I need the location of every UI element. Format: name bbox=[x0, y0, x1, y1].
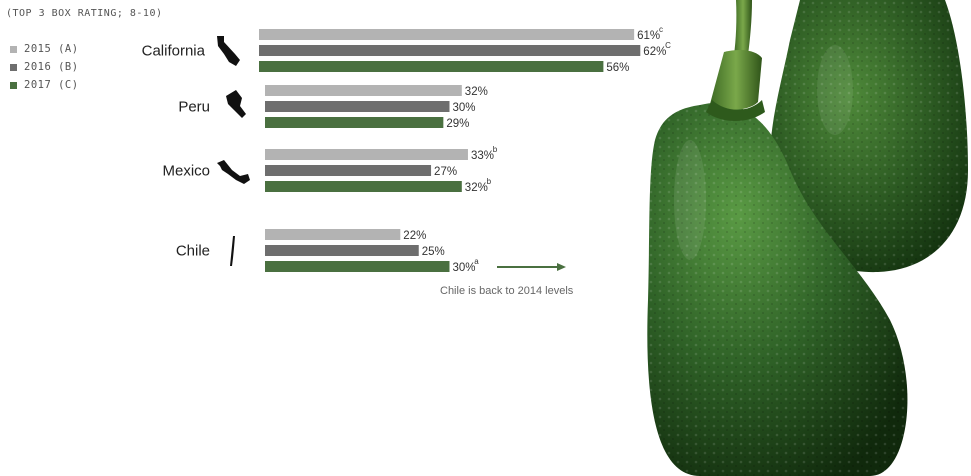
legend-item-2017: 2017 (C) bbox=[10, 76, 79, 94]
value-label-california-2016-b-: 62% bbox=[643, 46, 666, 58]
bar-california-2017-c- bbox=[259, 61, 604, 72]
legend-item-2016: 2016 (B) bbox=[10, 58, 79, 76]
bar-mexico-2017-c- bbox=[265, 181, 462, 192]
peru-map-icon bbox=[226, 90, 246, 118]
value-label-california-2015-a-: 61% bbox=[637, 30, 660, 42]
value-label-chile-2017-c-: 30% bbox=[453, 262, 476, 274]
value-label-chile-2015-a-: 22% bbox=[403, 230, 426, 242]
bar-chile-2017-c- bbox=[265, 261, 450, 272]
legend-label-2016: 2016 (B) bbox=[24, 61, 79, 73]
superscript-california-2015-a-: c bbox=[659, 25, 663, 34]
superscript-california-2016-b-: C bbox=[665, 41, 671, 50]
avocado-back bbox=[769, 0, 968, 273]
category-label-peru: Peru bbox=[178, 99, 210, 116]
chart-subtitle: (TOP 3 BOX RATING; 8-10) bbox=[6, 8, 163, 19]
legend-label-2015: 2015 (A) bbox=[24, 43, 79, 55]
value-label-chile-2016-b-: 25% bbox=[422, 246, 445, 258]
bar-mexico-2015-a- bbox=[265, 149, 468, 160]
bar-peru-2017-c- bbox=[265, 117, 444, 128]
bar-chile-2015-a- bbox=[265, 229, 401, 240]
annotation-text: Chile is back to 2014 levels bbox=[440, 285, 574, 297]
category-label-mexico: Mexico bbox=[162, 163, 210, 180]
value-label-peru-2015-a-: 32% bbox=[465, 86, 488, 98]
superscript-mexico-2017-c-: b bbox=[487, 177, 492, 186]
avocado-front bbox=[647, 0, 908, 476]
legend-label-2017: 2017 (C) bbox=[24, 79, 79, 91]
value-label-mexico-2016-b-: 27% bbox=[434, 166, 457, 178]
category-group-chile: Chile 22% 25% 30%a bbox=[176, 229, 479, 274]
bar-mexico-2016-b- bbox=[265, 165, 432, 176]
legend: 2015 (A) 2016 (B) 2017 (C) bbox=[10, 40, 79, 94]
legend-swatch-2015 bbox=[10, 45, 17, 53]
legend-swatch-2016 bbox=[10, 63, 17, 71]
bar-chile-2016-b- bbox=[265, 245, 419, 256]
category-label-california: California bbox=[142, 43, 206, 60]
value-label-peru-2016-b-: 30% bbox=[453, 102, 476, 114]
chile-map-icon bbox=[230, 236, 235, 266]
bar-california-2015-a- bbox=[259, 29, 635, 40]
value-label-mexico-2017-c-: 32% bbox=[465, 182, 488, 194]
category-group-peru: Peru 32% 30% 29% bbox=[178, 85, 488, 130]
legend-item-2015: 2015 (A) bbox=[10, 40, 79, 58]
bar-peru-2015-a- bbox=[265, 85, 462, 96]
annotation: Chile is back to 2014 levels bbox=[440, 263, 574, 297]
legend-swatch-2017 bbox=[10, 81, 17, 89]
bar-california-2016-b- bbox=[259, 45, 641, 56]
mexico-map-icon bbox=[217, 160, 250, 184]
superscript-mexico-2015-a-: b bbox=[493, 145, 498, 154]
value-label-mexico-2015-a-: 33% bbox=[471, 150, 494, 162]
annotation-arrow-head-icon bbox=[557, 263, 566, 271]
value-label-peru-2017-c-: 29% bbox=[446, 118, 469, 130]
category-label-chile: Chile bbox=[176, 243, 210, 260]
bar-peru-2016-b- bbox=[265, 101, 450, 112]
superscript-chile-2017-c-: a bbox=[474, 257, 479, 266]
category-group-california: California 61%c 62%C 56% bbox=[142, 25, 671, 74]
value-label-california-2017-c-: 56% bbox=[606, 62, 629, 74]
california-map-icon bbox=[217, 36, 240, 66]
